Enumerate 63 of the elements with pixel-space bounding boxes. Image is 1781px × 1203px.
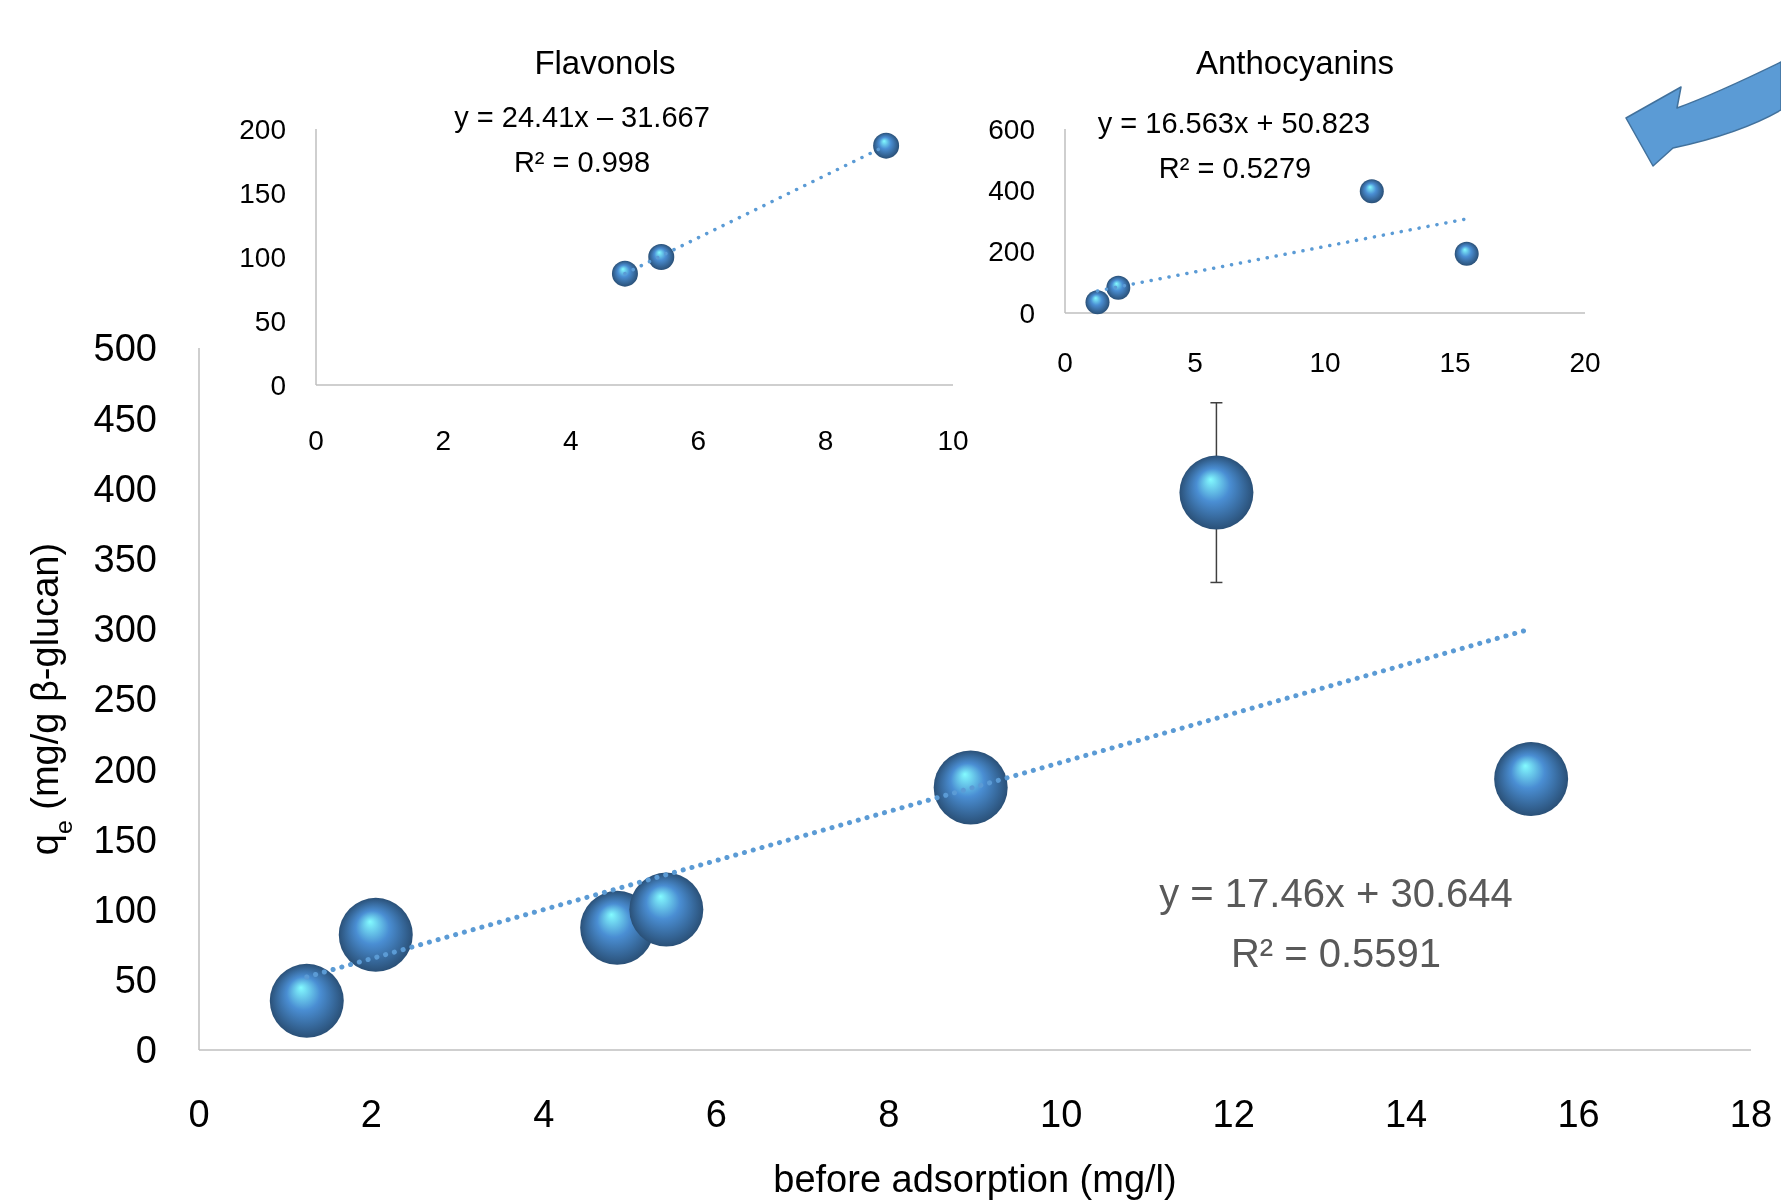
- x-tick-label: 4: [533, 1093, 555, 1135]
- x-tick-label: 18: [1729, 1093, 1773, 1135]
- y-tick-label: 400: [93, 467, 157, 510]
- x-tick-label: 0: [188, 1093, 210, 1135]
- point: [1494, 742, 1569, 817]
- y-tick-label: 200: [239, 113, 286, 145]
- x-tick-label: 8: [878, 1093, 900, 1135]
- point: [873, 132, 900, 159]
- x-tick-label: 2: [435, 425, 452, 456]
- x-tick-label: 12: [1212, 1093, 1255, 1135]
- annotation: R² = 0.998: [513, 146, 651, 178]
- y-tick-label: 350: [93, 537, 157, 580]
- x-tick-label: 2: [360, 1093, 383, 1135]
- annotation: y = 16.563x + 50.823: [1097, 107, 1371, 139]
- y-tick-label: 0: [135, 1029, 157, 1072]
- point: [933, 750, 1008, 825]
- x-tick-label: 5: [1187, 347, 1203, 378]
- x-tick-label: 16: [1557, 1093, 1600, 1135]
- x-tick-label: 0: [1057, 347, 1073, 378]
- x-tick-label: 15: [1439, 347, 1471, 378]
- point: [648, 244, 675, 270]
- point: [338, 897, 413, 972]
- y-tick-label: 100: [239, 241, 286, 273]
- x-tick-label: 4: [563, 425, 579, 456]
- y-tick-label: 50: [254, 305, 286, 337]
- point: [269, 963, 344, 1038]
- point: [629, 872, 704, 947]
- point: [1085, 290, 1110, 315]
- annotation: R² = 0.5279: [1158, 152, 1312, 184]
- y-tick-label: 300: [93, 608, 157, 651]
- x-tick-label: 0: [308, 425, 324, 456]
- y-tick-label: 150: [93, 818, 157, 861]
- x-tick-label: 6: [705, 1093, 727, 1135]
- y-tick-label: 50: [114, 959, 157, 1002]
- y-tick-label: 0: [1019, 297, 1035, 329]
- y-tick-label: 200: [988, 236, 1035, 268]
- y-tick-label: 200: [93, 748, 157, 791]
- y-tick-label: 100: [93, 888, 157, 931]
- annotation: y = 24.41x – 31.667: [454, 101, 710, 133]
- x-axis-title: before adsorption (mg/l): [773, 1158, 1177, 1200]
- x-tick-label: 10: [1309, 347, 1341, 378]
- chart-title: Anthocyanins: [1195, 44, 1395, 81]
- x-tick-label: 14: [1384, 1093, 1428, 1135]
- y-tick-label: 0: [270, 369, 286, 401]
- y-tick-label: 500: [93, 327, 157, 370]
- x-tick-label: 20: [1569, 347, 1601, 378]
- x-tick-label: 8: [817, 425, 834, 456]
- y-tick-label: 150: [239, 177, 286, 209]
- x-tick-label: 10: [937, 425, 969, 456]
- point: [1179, 455, 1254, 530]
- chart-title: Flavonols: [534, 44, 676, 81]
- point: [611, 260, 638, 287]
- annotation: R² = 0.5591: [1230, 931, 1442, 975]
- annotation: y = 17.46x + 30.644: [1159, 871, 1513, 915]
- y-tick-label: 600: [988, 113, 1035, 145]
- point: [1454, 241, 1479, 266]
- y-tick-label: 250: [93, 678, 157, 721]
- point: [1359, 179, 1384, 204]
- point: [1106, 275, 1131, 300]
- y-tick-label: 400: [988, 175, 1035, 207]
- x-tick-label: 10: [1040, 1093, 1083, 1135]
- x-tick-label: 6: [690, 425, 706, 456]
- y-tick-label: 450: [93, 397, 157, 440]
